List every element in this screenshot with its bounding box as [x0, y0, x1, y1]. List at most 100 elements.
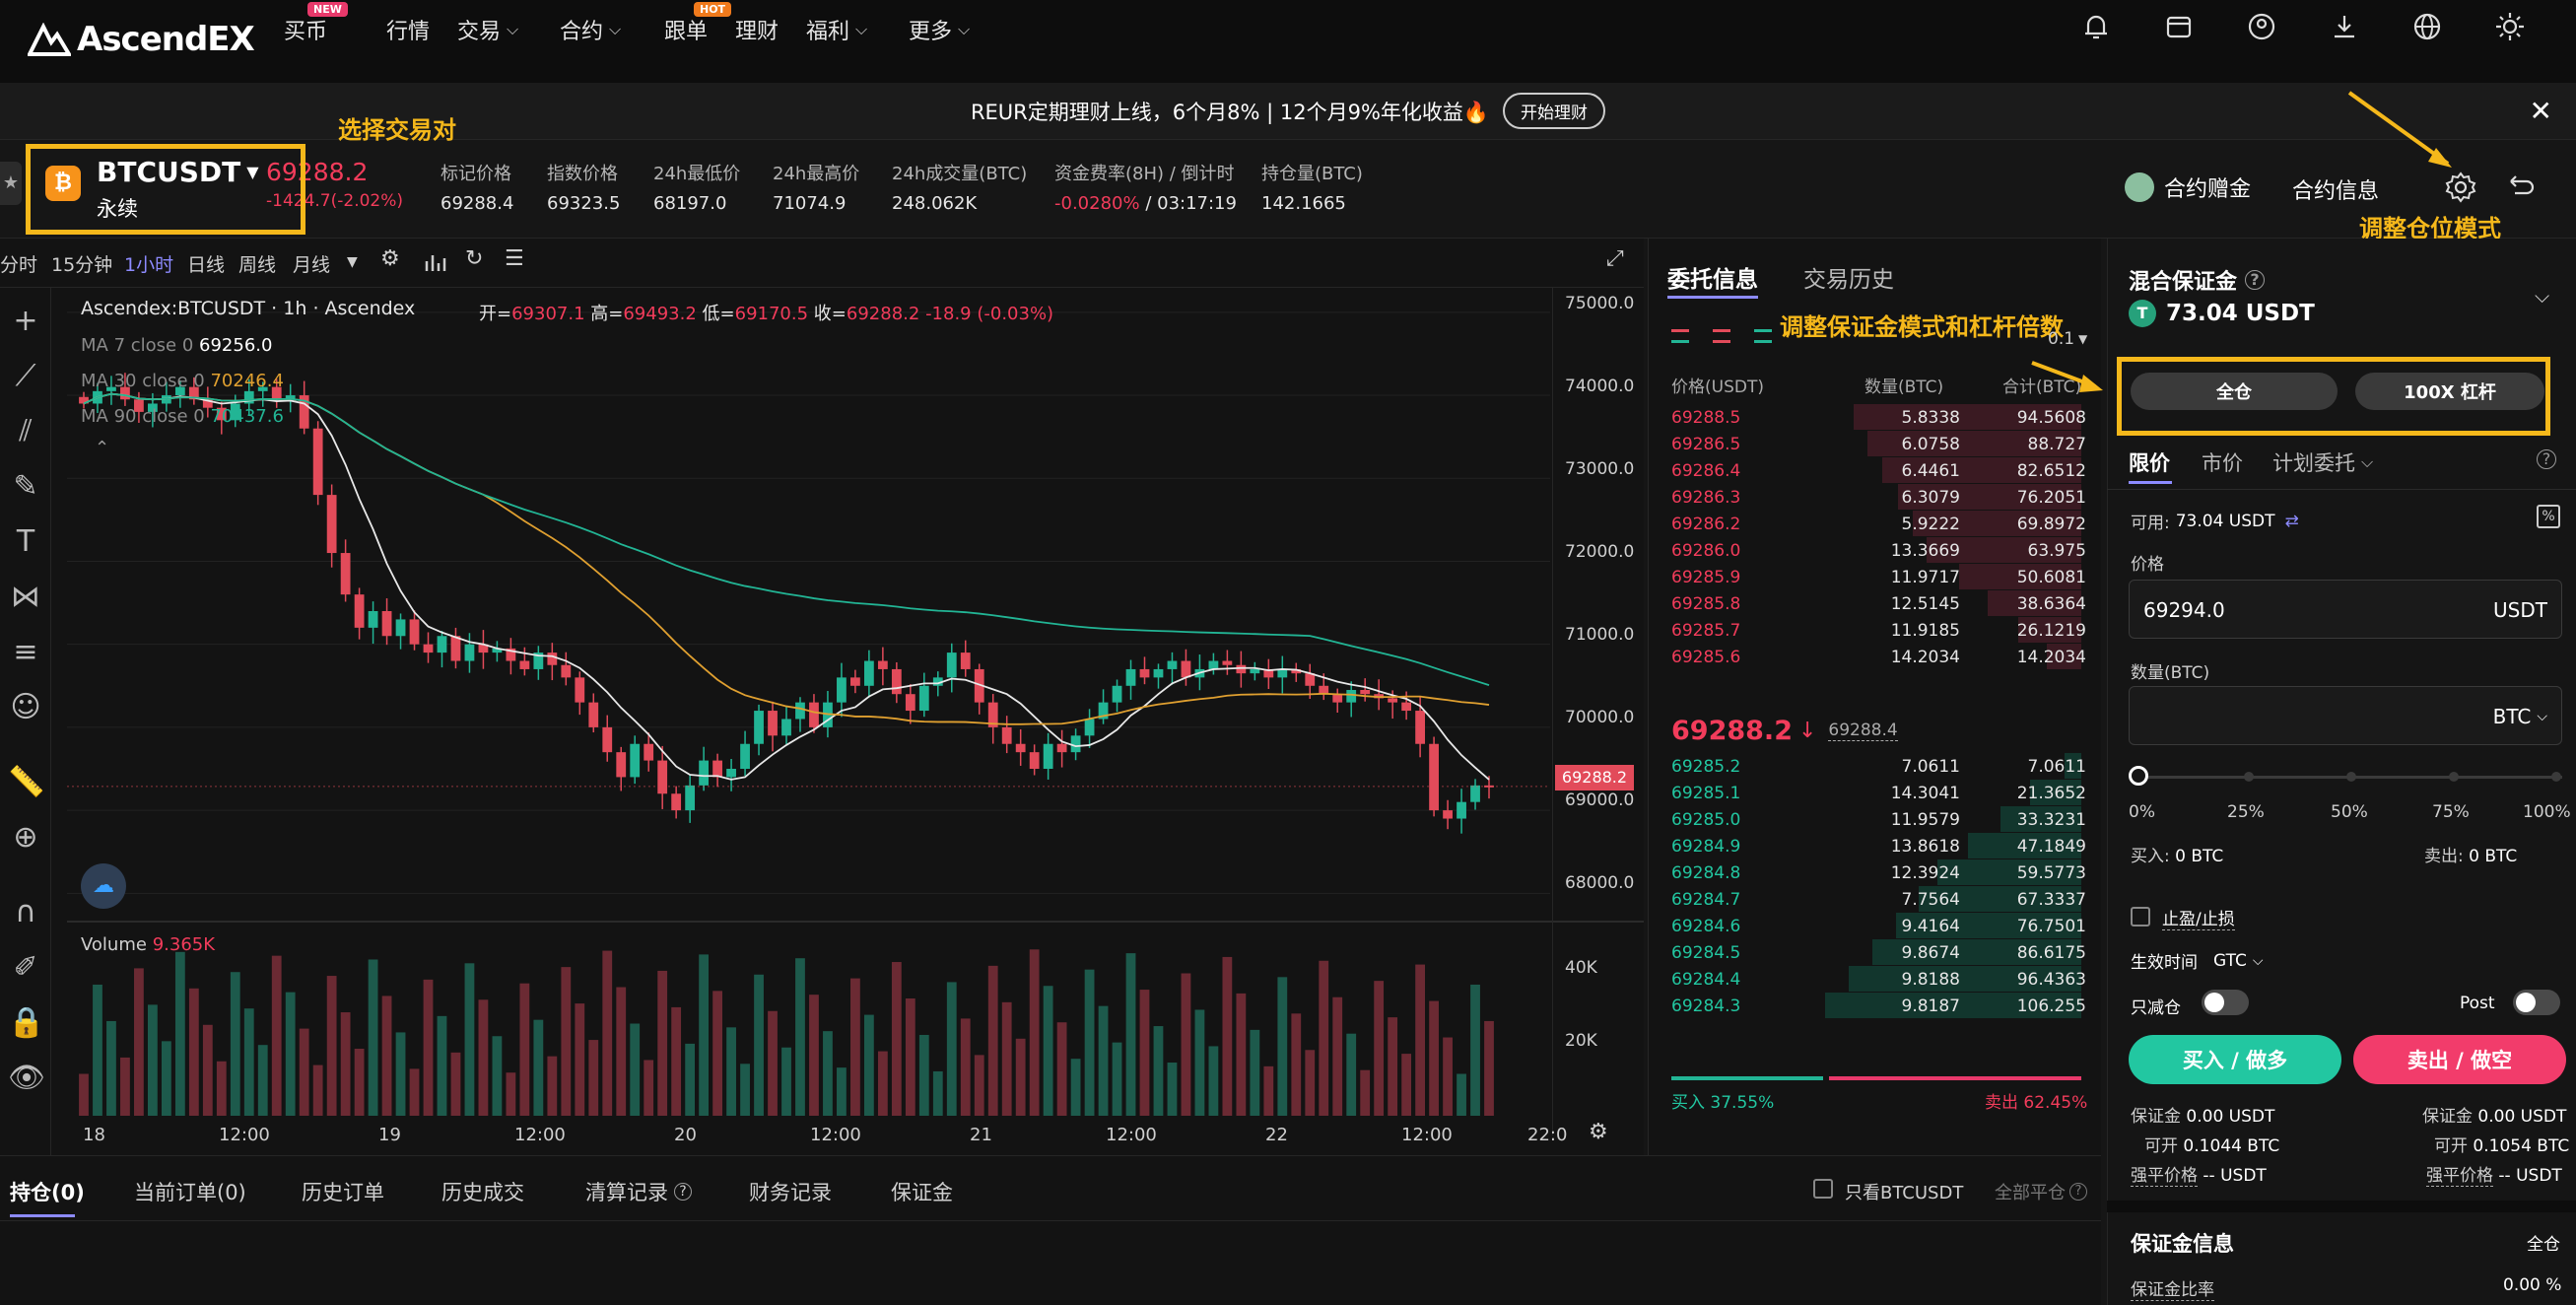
globe-icon[interactable] — [2410, 10, 2444, 43]
tab-market[interactable]: 市价 — [2202, 451, 2243, 475]
trendline-icon[interactable]: ⟋ — [15, 359, 36, 393]
tab-order-history[interactable]: 历史订单 — [302, 1181, 384, 1204]
tf-1d[interactable]: 日线 — [187, 254, 226, 276]
slider-tick[interactable] — [2244, 772, 2254, 782]
lock-icon[interactable]: 🔒 — [8, 1005, 45, 1040]
star-favorite-icon[interactable]: ★ — [0, 162, 22, 205]
post-only-toggle[interactable] — [2513, 990, 2560, 1015]
nav-earn[interactable]: 理财 — [735, 20, 780, 44]
emoji-icon[interactable]: ☺ — [10, 690, 41, 724]
tpsl-checkbox[interactable] — [2131, 907, 2150, 927]
menu-icon[interactable]: ☰ — [505, 246, 524, 271]
tab-trade-history[interactable]: 交易历史 — [1803, 267, 1894, 293]
nav-buy-crypto[interactable]: 买币 NEW — [284, 2, 348, 45]
view-bids-icon[interactable] — [1754, 329, 1772, 343]
bell-icon[interactable] — [2079, 10, 2113, 43]
bid-row[interactable]: 69285.0 11.9579 33.3231 — [1648, 806, 2086, 833]
nav-trade[interactable]: 交易 ⌵ — [457, 20, 519, 44]
size-slider-handle[interactable] — [2129, 766, 2148, 786]
tf-1m[interactable]: 月线 — [293, 254, 331, 276]
text-icon[interactable]: T — [16, 524, 35, 559]
undo-icon[interactable] — [2503, 170, 2539, 205]
only-pair-checkbox[interactable] — [1813, 1179, 1833, 1199]
pattern-icon[interactable]: ⋈ — [11, 580, 40, 614]
bid-row[interactable]: 69284.4 9.8188 96.4363 — [1648, 966, 2086, 993]
futures-bonus-link[interactable]: 合约赠金 — [2125, 172, 2251, 203]
nav-more[interactable]: 更多 ⌵ — [909, 20, 971, 44]
precision-select[interactable]: 0.1 ▼ — [2048, 329, 2088, 349]
nav-copy-trade[interactable]: 跟单 HOT — [664, 2, 732, 45]
tab-limit[interactable]: 限价 — [2129, 451, 2170, 475]
close-all-button[interactable]: 全部平仓? — [1995, 1179, 2087, 1204]
ask-row[interactable]: 69288.5 5.8338 94.5608 — [1648, 404, 2086, 431]
reduce-only-toggle[interactable] — [2202, 990, 2249, 1015]
eye-icon[interactable]: 👁 — [8, 1061, 46, 1095]
bid-row[interactable]: 69284.6 9.4164 76.7501 — [1648, 913, 2086, 939]
ask-row[interactable]: 69286.0 13.3669 63.975 — [1648, 537, 2086, 564]
slider-tick[interactable] — [2551, 772, 2561, 782]
price-input[interactable]: 69294.0 USDT — [2129, 580, 2562, 639]
close-icon[interactable]: ✕ — [2529, 95, 2552, 127]
ask-row[interactable]: 69286.3 6.3079 76.2051 — [1648, 484, 2086, 511]
caret-down-icon[interactable]: ▼ — [347, 254, 358, 270]
tf-1w[interactable]: 周线 — [238, 254, 277, 276]
slider-tick[interactable] — [2346, 772, 2356, 782]
tf-tick[interactable]: 分时 — [0, 254, 38, 276]
ask-row[interactable]: 69286.5 6.0758 88.727 — [1648, 431, 2086, 457]
buy-long-button[interactable]: 买入 / 做多 — [2129, 1035, 2341, 1084]
leverage-button[interactable]: 100X 杠杆 — [2355, 373, 2544, 410]
ruler-icon[interactable]: 📏 — [8, 765, 45, 799]
cross-margin-button[interactable]: 全仓 — [2131, 373, 2338, 410]
axis-settings-icon[interactable]: ⚙ — [1589, 1120, 1608, 1144]
view-both-icon[interactable] — [1671, 329, 1689, 343]
tf-15m[interactable]: 15分钟 — [51, 254, 113, 276]
bid-row[interactable]: 69284.5 9.8674 86.6175 — [1648, 939, 2086, 966]
ask-row[interactable]: 69285.6 14.2034 14.2034 — [1648, 644, 2086, 670]
tab-finance[interactable]: 财务记录 — [749, 1181, 832, 1204]
time-in-force[interactable]: 生效时间 GTC ⌵ — [2131, 950, 2264, 974]
symbol-selector[interactable]: BTCUSDT ▼ — [97, 156, 259, 188]
pane-divider[interactable] — [67, 921, 1644, 923]
fullscreen-icon[interactable]: ⤢ — [1606, 246, 1624, 271]
wallet-icon[interactable] — [2162, 10, 2196, 43]
tab-order-book[interactable]: 委托信息 — [1667, 267, 1758, 293]
tab-positions[interactable]: 持仓(0) — [10, 1181, 85, 1204]
settings-gear-icon[interactable] — [2443, 170, 2478, 205]
chart-settings-icon[interactable]: ⚙ — [380, 246, 400, 271]
quantity-input[interactable]: BTC ⌵ — [2129, 686, 2562, 745]
bid-row[interactable]: 69284.9 13.8618 47.1849 — [1648, 833, 2086, 859]
nav-futures[interactable]: 合约 ⌵ — [560, 20, 622, 44]
logo[interactable]: AscendEX — [28, 10, 255, 69]
nav-rewards[interactable]: 福利 ⌵ — [806, 20, 868, 44]
tab-plan-order[interactable]: 计划委托 ⌵ — [2272, 451, 2374, 475]
bid-row[interactable]: 69284.7 7.7564 67.3337 — [1648, 886, 2086, 913]
tf-1h[interactable]: 1小时 — [124, 254, 174, 276]
contract-info-link[interactable]: 合约信息 — [2292, 179, 2380, 204]
fib-icon[interactable]: ⫽ — [19, 414, 33, 448]
ask-row[interactable]: 69285.9 11.9717 50.6081 — [1648, 564, 2086, 590]
download-icon[interactable] — [2328, 10, 2361, 43]
ask-row[interactable]: 69286.4 6.4461 82.6512 — [1648, 457, 2086, 484]
banner-start-button[interactable]: 开始理财 — [1503, 93, 1606, 129]
collapse-legend-icon[interactable]: ⌃ — [95, 438, 110, 458]
view-asks-icon[interactable] — [1713, 329, 1730, 343]
bid-row[interactable]: 69285.1 14.3041 21.3652 — [1648, 780, 2086, 806]
brush-icon[interactable]: ✎ — [13, 469, 38, 504]
tab-open-orders[interactable]: 当前订单(0) — [134, 1181, 246, 1204]
candlestick-chart[interactable] — [67, 288, 1550, 919]
calculator-icon[interactable]: % — [2537, 505, 2560, 528]
replay-icon[interactable]: ↻ — [465, 246, 484, 271]
bid-row[interactable]: 69284.8 12.3924 59.5773 — [1648, 859, 2086, 886]
indicators-icon[interactable] — [424, 251, 447, 273]
theme-sun-icon[interactable] — [2493, 10, 2527, 43]
price-axis[interactable] — [1552, 288, 1644, 1135]
magnet-icon[interactable]: ∩ — [15, 895, 36, 929]
bid-row[interactable]: 69284.3 9.8187 106.255 — [1648, 993, 2086, 1019]
tab-liquidations[interactable]: 清算记录? — [585, 1177, 692, 1206]
tradingview-icon[interactable]: ☁ — [81, 863, 126, 909]
pencil-lock-icon[interactable]: ✐ — [13, 950, 38, 985]
user-icon[interactable] — [2245, 10, 2278, 43]
help-icon[interactable]: ? — [2537, 449, 2556, 469]
tab-margin[interactable]: 保证金 — [891, 1181, 953, 1204]
ask-row[interactable]: 69286.2 5.9222 69.8972 — [1648, 511, 2086, 537]
